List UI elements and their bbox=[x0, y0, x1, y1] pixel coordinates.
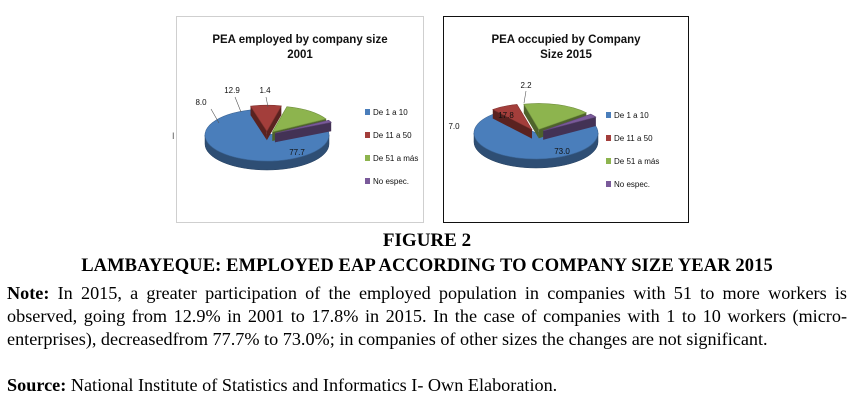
pie-slice-top bbox=[523, 103, 588, 130]
figure-label: FIGURE 2 bbox=[382, 230, 472, 251]
pie-slice bbox=[250, 104, 282, 141]
legend-swatch bbox=[606, 112, 611, 118]
leader-line bbox=[234, 96, 242, 113]
legend-swatch bbox=[365, 155, 370, 161]
pie-slice-flank bbox=[543, 117, 596, 140]
legend-label: De 51 a más bbox=[373, 154, 418, 163]
pie-slice-flank bbox=[492, 109, 532, 139]
legend-label: De 1 a 10 bbox=[373, 108, 408, 117]
pie-slice-flank bbox=[250, 106, 267, 141]
data-label: 17.8 bbox=[498, 111, 514, 120]
pie-slice-top bbox=[274, 119, 332, 134]
chart-title-line: PEA employed by company size bbox=[212, 34, 388, 46]
data-label: 73.0 bbox=[554, 147, 570, 156]
stray-mark: I bbox=[172, 131, 175, 141]
chart-title-2001: PEA employed by company size 2001 bbox=[177, 33, 423, 63]
note-text: In 2015, a greater participation of the … bbox=[7, 283, 847, 349]
legend-label: De 11 a 50 bbox=[614, 134, 653, 143]
legend-label: No espec. bbox=[614, 180, 650, 189]
legend-swatch bbox=[365, 132, 370, 138]
legend-label: De 11 a 50 bbox=[373, 131, 412, 140]
data-label: 2.2 bbox=[520, 81, 532, 90]
legend-label: De 51 a más bbox=[614, 157, 659, 166]
legend-swatch bbox=[606, 181, 611, 187]
chart-title-line: 2001 bbox=[287, 49, 313, 61]
pie-slice-top bbox=[250, 104, 282, 132]
pie-slice-top bbox=[492, 104, 533, 131]
figure-source: Source: National Institute of Statistics… bbox=[7, 374, 557, 397]
pie-slice-flank bbox=[523, 104, 539, 139]
legend-swatch bbox=[606, 158, 611, 164]
note-label: Note: bbox=[7, 283, 50, 303]
data-label: 8.0 bbox=[195, 98, 207, 107]
legend-label: De 1 a 10 bbox=[614, 111, 649, 120]
data-label: 12.9 bbox=[224, 86, 240, 95]
pie-slice bbox=[492, 104, 533, 139]
figure-note: Note: In 2015, a greater participation o… bbox=[7, 282, 847, 351]
pie-slice-flank bbox=[274, 122, 332, 143]
data-label: 1.4 bbox=[259, 86, 271, 95]
chart-title-line: PEA occupied by Company bbox=[491, 34, 641, 46]
leader-line bbox=[210, 108, 220, 124]
figure-title: LAMBAYEQUE: EMPLOYED EAP ACCORDING TO CO… bbox=[81, 256, 773, 276]
leader-line bbox=[523, 90, 527, 104]
chart-title-2015: PEA occupied by Company Size 2015 bbox=[444, 33, 688, 63]
pie-svg-2001: 77.7 8.0 12.9 1.4 De 1 a 10 De 11 a 50 De 51 a… bbox=[195, 86, 418, 186]
legend-swatch bbox=[606, 135, 611, 141]
pie-slice bbox=[274, 119, 332, 143]
data-label: 7.0 bbox=[448, 122, 460, 131]
leader-line bbox=[265, 96, 269, 108]
pie-slice-top bbox=[271, 106, 327, 133]
pie-slice bbox=[543, 113, 597, 140]
pie-slice-flank bbox=[266, 105, 282, 141]
legend-swatch bbox=[365, 109, 370, 115]
data-label: 77.7 bbox=[289, 148, 305, 157]
pie-chart-2015: PEA occupied by Company Size 2015 73.0 7.… bbox=[443, 16, 689, 223]
chart-title-line: Size 2015 bbox=[540, 49, 592, 61]
source-text: National Institute of Statistics and Inf… bbox=[66, 375, 558, 395]
legend-label: No espec. bbox=[373, 177, 409, 186]
pie-chart-2001: PEA employed by company size 2001 77.7 8.… bbox=[176, 16, 424, 223]
source-label: Source: bbox=[7, 375, 67, 395]
pie-slice-top bbox=[543, 113, 597, 132]
legend-swatch bbox=[365, 178, 370, 184]
pie-svg-2015: 73.0 7.0 17.8 2.2 De 1 a 10 De 11 a 50 De 51 a… bbox=[448, 81, 659, 189]
